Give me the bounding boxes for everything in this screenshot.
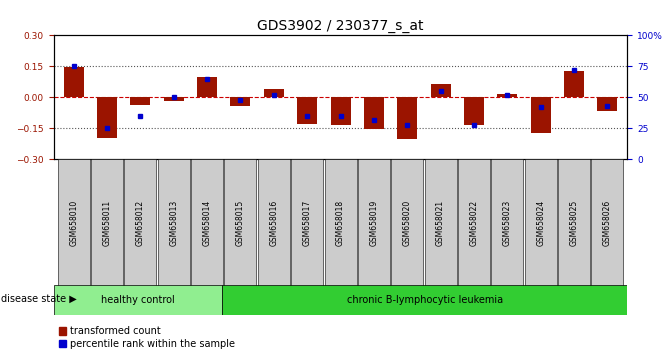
Text: GSM658024: GSM658024 <box>536 200 545 246</box>
Bar <box>425 159 456 287</box>
Bar <box>358 159 390 287</box>
Bar <box>124 159 156 287</box>
Bar <box>130 97 150 104</box>
Bar <box>491 159 523 287</box>
Text: GSM658015: GSM658015 <box>236 200 245 246</box>
Text: GSM658014: GSM658014 <box>203 200 211 246</box>
Bar <box>331 97 350 125</box>
Text: GSM658020: GSM658020 <box>403 200 412 246</box>
Bar <box>391 159 423 287</box>
Bar <box>158 159 190 287</box>
Text: GSM658019: GSM658019 <box>370 200 378 246</box>
Bar <box>164 97 184 102</box>
Bar <box>464 97 484 125</box>
Text: GSM658026: GSM658026 <box>603 200 612 246</box>
Bar <box>54 285 222 315</box>
Bar <box>91 159 123 287</box>
Bar <box>291 159 323 287</box>
Text: GSM658023: GSM658023 <box>503 200 512 246</box>
Bar <box>197 77 217 97</box>
Bar <box>497 94 517 97</box>
Bar <box>591 159 623 287</box>
Bar <box>264 89 284 97</box>
Bar <box>531 97 551 133</box>
Bar <box>325 159 356 287</box>
Bar <box>258 159 290 287</box>
Text: GSM658018: GSM658018 <box>336 200 345 246</box>
Bar <box>297 97 317 124</box>
Bar <box>97 97 117 138</box>
Bar <box>191 159 223 287</box>
Bar <box>558 159 590 287</box>
Text: GSM658025: GSM658025 <box>570 200 578 246</box>
Legend: transformed count, percentile rank within the sample: transformed count, percentile rank withi… <box>58 326 236 349</box>
Text: GSM658010: GSM658010 <box>69 200 79 246</box>
Text: GSM658021: GSM658021 <box>436 200 445 246</box>
Bar <box>64 67 84 97</box>
Bar <box>431 84 451 97</box>
Title: GDS3902 / 230377_s_at: GDS3902 / 230377_s_at <box>257 19 424 33</box>
Text: GSM658016: GSM658016 <box>269 200 278 246</box>
Text: GSM658013: GSM658013 <box>169 200 178 246</box>
Bar <box>58 159 90 287</box>
Bar <box>564 70 584 97</box>
Bar <box>397 97 417 139</box>
Bar <box>225 159 256 287</box>
Bar <box>364 97 384 129</box>
Text: disease state ▶: disease state ▶ <box>1 294 76 304</box>
Text: GSM658012: GSM658012 <box>136 200 145 246</box>
Bar <box>525 159 557 287</box>
Bar <box>458 159 490 287</box>
Text: GSM658017: GSM658017 <box>303 200 311 246</box>
Text: GSM658022: GSM658022 <box>470 200 478 246</box>
Text: GSM658011: GSM658011 <box>103 200 111 246</box>
Bar <box>222 285 627 315</box>
Bar <box>597 97 617 111</box>
Text: healthy control: healthy control <box>101 295 175 305</box>
Bar <box>230 97 250 105</box>
Text: chronic B-lymphocytic leukemia: chronic B-lymphocytic leukemia <box>347 295 503 305</box>
